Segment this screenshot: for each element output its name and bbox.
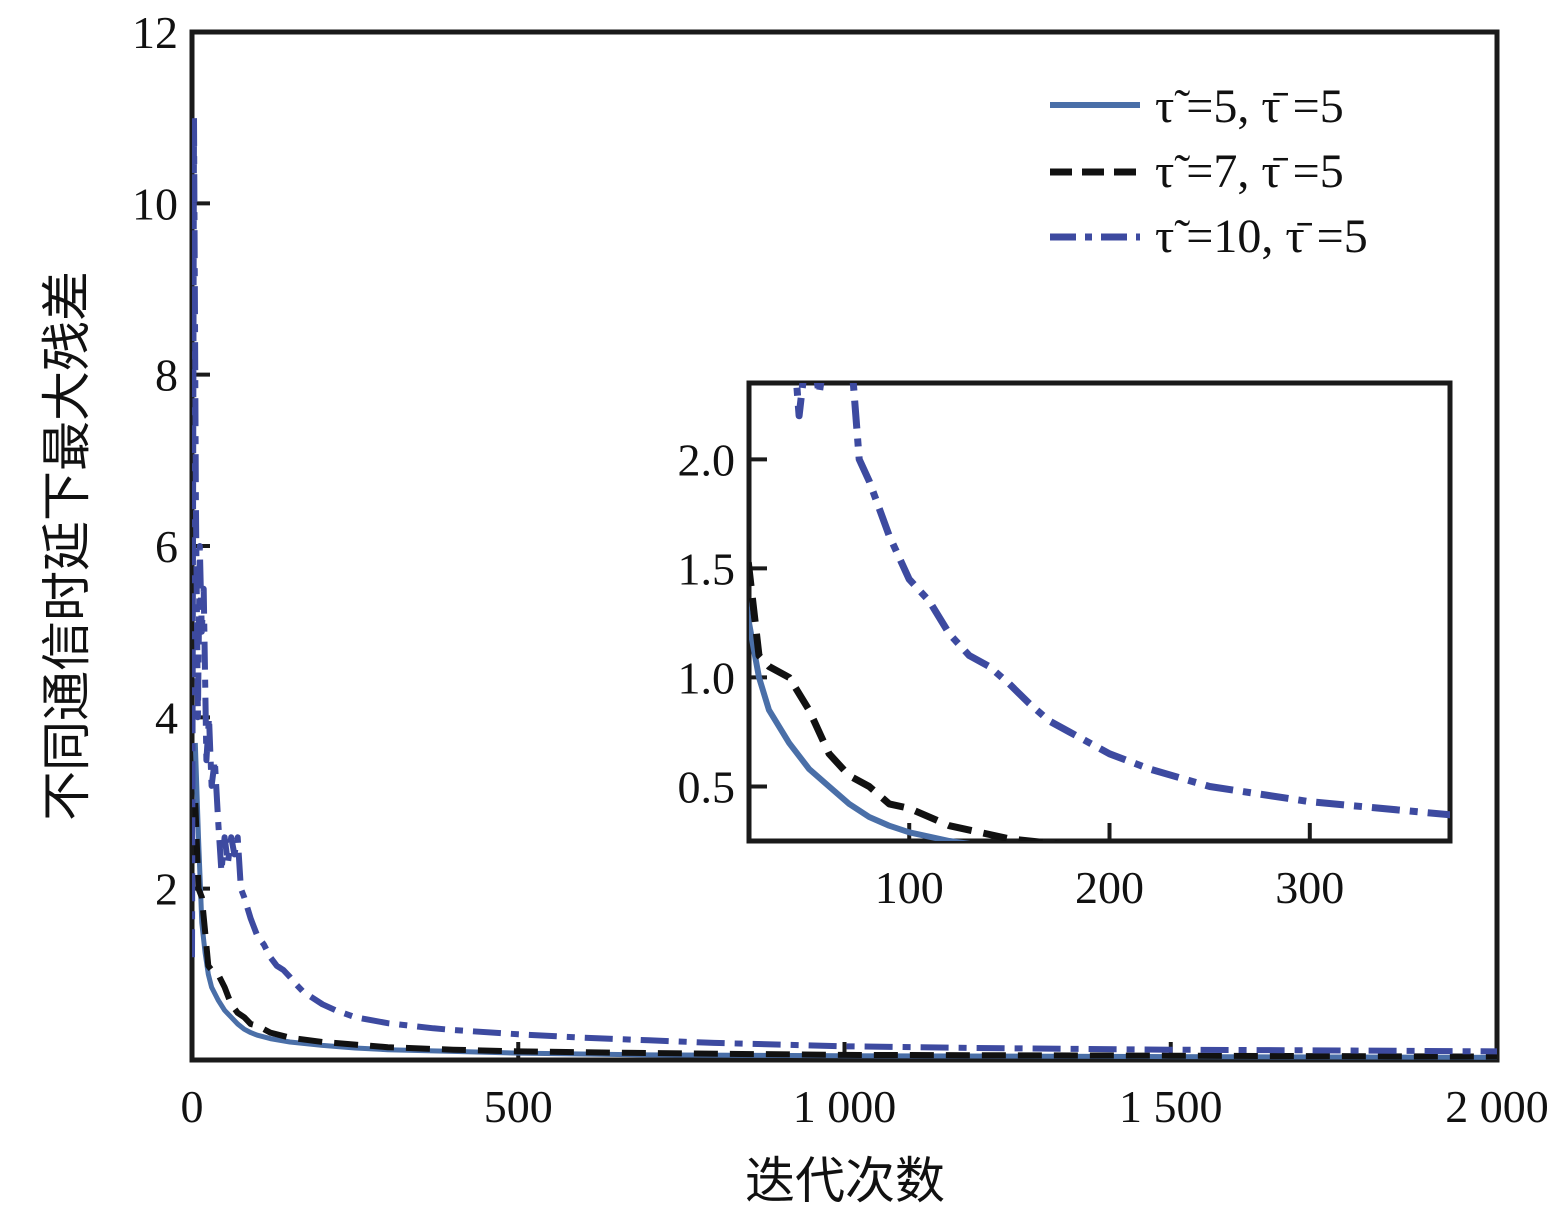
inset-y-tick-label-3: 2.0 — [678, 434, 736, 485]
main-y-tick-label-4: 10 — [132, 178, 178, 229]
main-series-line-3 — [192, 114, 1497, 1055]
main-y-tick-label-2: 6 — [155, 521, 178, 572]
main-tick-labels: 0 500 1 000 1 500 2 000 2 4 6 8 10 12 — [132, 7, 1549, 1132]
main-x-tick-label-2: 1 000 — [793, 1081, 897, 1132]
inset-y-tick-label-2: 1.5 — [678, 543, 736, 594]
inset-x-tick-label-0: 100 — [875, 862, 944, 913]
legend-label-series-3: τ̃ =10, τ̄ =5 — [1155, 210, 1368, 263]
legend-label-series-1: τ̃ =5, τ̄ =5 — [1155, 80, 1344, 133]
legend-label-series-2: τ̃ =7, τ̄ =5 — [1155, 145, 1344, 198]
main-x-tick-label-1: 500 — [484, 1081, 553, 1132]
main-series-line-2 — [192, 802, 1497, 1060]
inset-frame — [746, 380, 1453, 844]
inset-y-tick-label-0: 0.5 — [678, 761, 736, 812]
y-axis-title: 不同通信时延下最大残差 — [38, 271, 96, 821]
main-series-line-1 — [192, 742, 1497, 1060]
inset-y-tick-label-1: 1.0 — [678, 652, 736, 703]
inset-tick-labels: 100 200 300 0.5 1.0 1.5 2.0 — [678, 434, 1345, 913]
inset-x-tick-label-2: 300 — [1275, 862, 1344, 913]
legend: τ̃ =5, τ̄ =5 τ̃ =7, τ̄ =5 τ̃ =10, τ̄ =5 — [1050, 80, 1368, 263]
x-axis-title: 迭代次数 — [745, 1152, 945, 1210]
main-x-tick-label-0: 0 — [181, 1081, 204, 1132]
main-y-tick-label-0: 2 — [155, 864, 178, 915]
main-x-tick-label-4: 2 000 — [1445, 1081, 1549, 1132]
main-x-tick-label-3: 1 500 — [1119, 1081, 1223, 1132]
inset-series-line-1 — [749, 599, 971, 841]
main-y-tick-label-3: 8 — [155, 350, 178, 401]
inset-series — [749, 383, 1450, 841]
main-y-tick-label-5: 12 — [132, 7, 178, 58]
main-y-tick-label-1: 4 — [155, 692, 178, 743]
inset-x-tick-label-1: 200 — [1075, 862, 1144, 913]
inset-series-line-2 — [749, 537, 1062, 841]
main-series — [192, 114, 1497, 1060]
